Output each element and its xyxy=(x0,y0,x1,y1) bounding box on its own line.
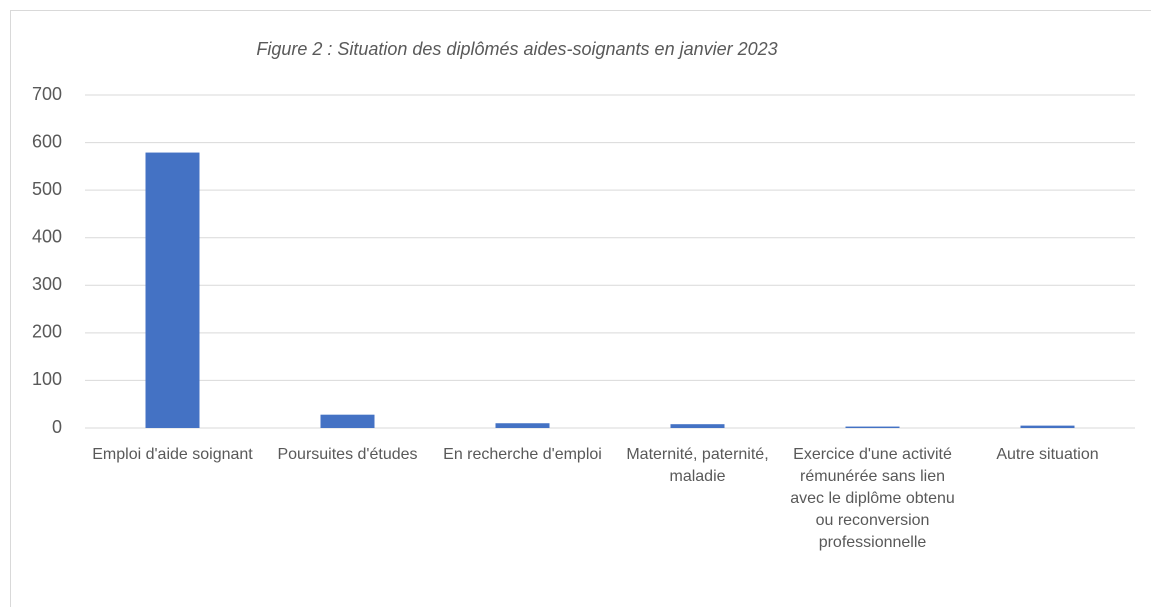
y-tick-label: 100 xyxy=(32,369,62,389)
bar xyxy=(845,426,900,428)
y-tick-label: 200 xyxy=(32,322,62,342)
y-tick-label: 600 xyxy=(32,131,62,151)
y-tick-label: 0 xyxy=(52,417,62,437)
x-tick-label: Maternité, paternité, maladie xyxy=(626,446,769,485)
bar xyxy=(145,152,200,428)
chart-title: Figure 2 : Situation des diplômés aides-… xyxy=(256,39,777,59)
x-tick-label: Autre situation xyxy=(996,446,1099,463)
bar xyxy=(320,414,375,428)
bar xyxy=(670,424,725,428)
x-tick-label: Poursuites d'études xyxy=(277,446,418,463)
x-tick-label: En recherche d'emploi xyxy=(443,446,602,463)
bar xyxy=(495,423,550,428)
y-tick-label: 400 xyxy=(32,226,62,246)
bar xyxy=(1020,425,1075,428)
y-tick-label: 500 xyxy=(32,179,62,199)
y-tick-label: 300 xyxy=(32,274,62,294)
chart-border xyxy=(10,10,1151,607)
x-tick-label: Exercice d'une activité rémunérée sans l… xyxy=(790,446,955,551)
x-tick-label: Emploi d'aide soignant xyxy=(92,446,253,463)
y-tick-label: 700 xyxy=(32,84,62,104)
